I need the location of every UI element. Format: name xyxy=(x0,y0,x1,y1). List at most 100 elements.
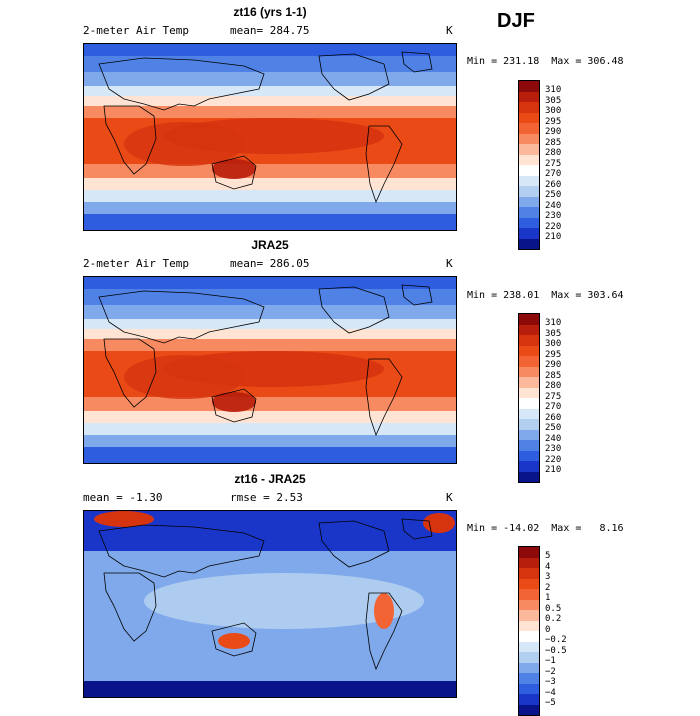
warm-region xyxy=(212,159,256,179)
colorbar-tick-label: 280 xyxy=(545,381,562,391)
colorbar-swatch xyxy=(519,557,539,568)
panel-2-mean-label: mean= 286.05 xyxy=(230,257,310,270)
colorbar-tick-label: 0.2 xyxy=(545,614,562,624)
colorbar-swatch xyxy=(519,238,539,249)
coastline xyxy=(318,53,390,101)
colorbar-swatch xyxy=(519,652,539,663)
colorbar-swatch xyxy=(519,144,539,155)
coastline xyxy=(211,622,257,657)
panel-3-rmse-label: rmse = 2.53 xyxy=(230,491,303,504)
coastline xyxy=(401,518,433,540)
colorbar-tick-label: 1 xyxy=(545,593,551,603)
colorbar-swatch xyxy=(519,335,539,346)
colorbar-tick-label: 2 xyxy=(545,582,551,593)
colorbar-tick-label: 210 xyxy=(545,465,562,475)
colorbar-swatch xyxy=(519,366,539,377)
colorbar-swatch xyxy=(519,429,539,440)
colorbar-tick-label: 285 xyxy=(545,137,562,148)
coastline xyxy=(211,388,257,423)
colorbar-tick-label: 270 xyxy=(545,402,562,412)
panel-1-variable-label: 2-meter Air Temp xyxy=(83,24,189,37)
coastline xyxy=(318,520,390,568)
colorbar-swatch xyxy=(519,471,539,482)
colorbar-swatch xyxy=(519,440,539,451)
panel-2-title: JRA25 xyxy=(251,238,289,252)
colorbar-swatch xyxy=(519,186,539,197)
colorbar-tick-label: 3 xyxy=(545,572,551,582)
small-bias-region xyxy=(144,573,424,629)
panel-1-min-max: Min = 231.18 Max = 306.48 xyxy=(467,56,624,67)
temperature-band xyxy=(84,178,456,190)
colorbar-tick-label: 300 xyxy=(545,106,562,116)
coastline xyxy=(401,51,433,73)
temperature-band xyxy=(84,44,456,56)
colorbar-tick-label: 290 xyxy=(545,360,562,370)
colorbar-tick-label: 210 xyxy=(545,232,562,242)
temperature-band xyxy=(84,164,456,178)
temperature-band xyxy=(84,277,456,289)
panel-1-map xyxy=(83,43,457,231)
panel-2-map xyxy=(83,276,457,464)
colorbar-swatch xyxy=(519,599,539,610)
temperature-band xyxy=(84,289,456,305)
panel-3-title: zt16 - JRA25 xyxy=(234,472,306,486)
colorbar-tick-label: −5 xyxy=(545,698,556,708)
temperature-band xyxy=(84,397,456,411)
colorbar-swatch xyxy=(519,547,539,558)
temperature-band xyxy=(84,329,456,339)
panel-1-mean-label: mean= 284.75 xyxy=(230,24,310,37)
coastline xyxy=(103,105,157,175)
colorbar-tick-label: 305 xyxy=(545,95,562,106)
temperature-band xyxy=(84,96,456,106)
panel-1-title: zt16 (yrs 1-1) xyxy=(233,5,307,19)
colorbar-tick-label: 250 xyxy=(545,423,562,433)
colorbar-swatch xyxy=(519,196,539,207)
colorbar-swatch xyxy=(519,610,539,621)
temperature-band xyxy=(84,106,456,118)
colorbar-swatch xyxy=(519,207,539,218)
colorbar-swatch xyxy=(519,345,539,356)
colorbar-swatch xyxy=(519,133,539,144)
colorbar-tick-label: 260 xyxy=(545,179,562,190)
colorbar-tick-label: 260 xyxy=(545,412,562,423)
colorbar-swatch xyxy=(519,568,539,579)
colorbar-tick-label: 275 xyxy=(545,391,562,402)
colorbar-swatch xyxy=(519,419,539,430)
colorbar-tick-label: 230 xyxy=(545,444,562,454)
colorbar-swatch xyxy=(519,620,539,631)
colorbar-swatch xyxy=(519,324,539,335)
colorbar-tick-label: 240 xyxy=(545,433,562,444)
coastline xyxy=(211,155,257,190)
colorbar-tick-label: 290 xyxy=(545,127,562,137)
coastline xyxy=(103,572,157,642)
colorbar-swatch xyxy=(519,175,539,186)
colorbar-swatch xyxy=(519,450,539,461)
warm-region xyxy=(212,392,256,412)
colorbar-tick-label: −4 xyxy=(545,687,556,698)
panel-3-unit: K xyxy=(446,491,453,504)
warm-bias-region xyxy=(423,513,455,533)
cold-bias-band xyxy=(84,681,456,697)
colorbar-swatch xyxy=(519,641,539,652)
colorbar-tick-label: 220 xyxy=(545,454,562,465)
colorbar-tick-label: 285 xyxy=(545,370,562,381)
colorbar-swatch xyxy=(519,683,539,694)
colorbar-swatch xyxy=(519,387,539,398)
coastline xyxy=(98,524,265,578)
coastline xyxy=(103,338,157,408)
temperature-band xyxy=(84,72,456,86)
colorbar-swatch xyxy=(519,631,539,642)
colorbar-swatch xyxy=(519,314,539,325)
colorbar-swatch xyxy=(519,377,539,388)
warm-bias-region xyxy=(374,593,394,629)
colorbar-swatch xyxy=(519,408,539,419)
colorbar-tick-label: 230 xyxy=(545,211,562,221)
temperature-band xyxy=(84,435,456,447)
panel-3-colorbar xyxy=(518,546,540,716)
colorbar-tick-label: 270 xyxy=(545,169,562,179)
colorbar-swatch xyxy=(519,662,539,673)
colorbar-tick-label: 4 xyxy=(545,561,551,572)
colorbar-swatch xyxy=(519,589,539,600)
colorbar-tick-label: −0.5 xyxy=(545,645,567,656)
panel-3-mean-label: mean = -1.30 xyxy=(83,491,163,504)
